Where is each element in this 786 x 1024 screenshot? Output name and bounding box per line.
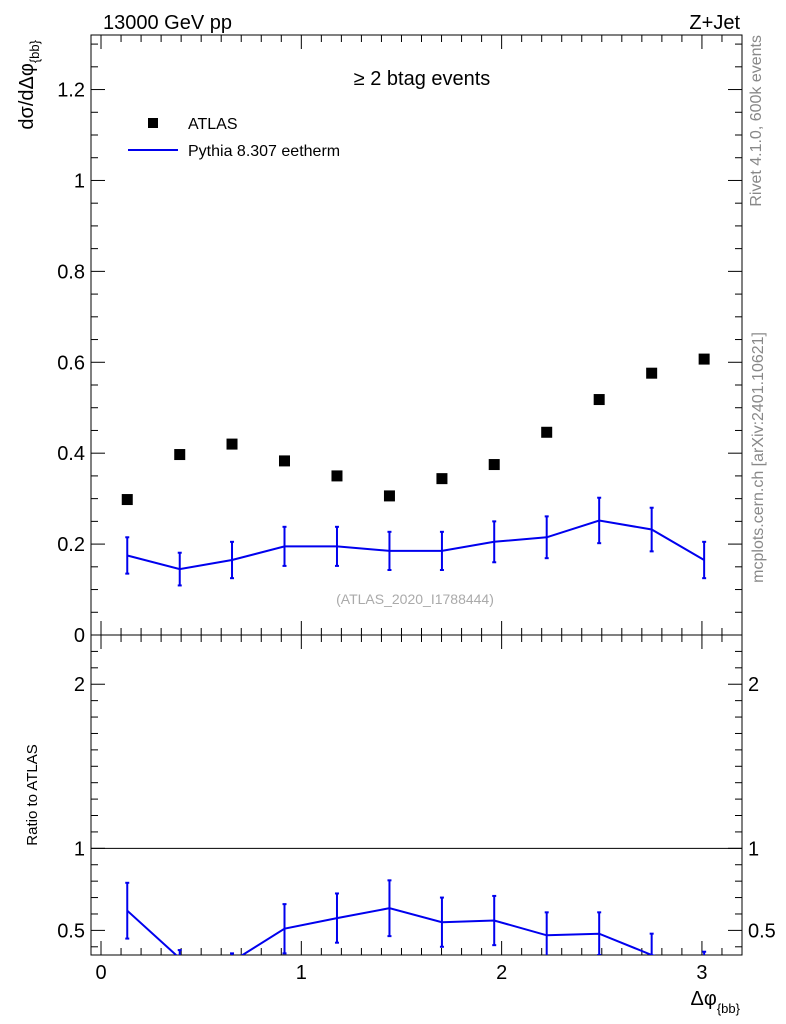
ratio-ytick-labels: 0.5 1 2 — [57, 674, 85, 942]
xlabel-text: Δφ — [691, 988, 717, 1010]
energy-label: 13000 GeV pp — [103, 12, 232, 34]
atlas-point — [278, 455, 290, 467]
legend-atlas-marker — [148, 118, 158, 128]
main-ytick-label: 1 — [74, 170, 85, 192]
xtick-label: 1 — [296, 962, 307, 984]
atlas-point — [646, 367, 658, 379]
xtick-label: 2 — [496, 962, 507, 984]
ratio-line — [126, 907, 656, 955]
main-ytick-label: 0.4 — [57, 443, 85, 465]
main-ytick-label: 0.2 — [57, 534, 85, 556]
main-panel: 0 0.2 0.4 0.6 0.8 1 1.2 ≥ 2 btag events ATLAS … — [16, 34, 743, 647]
xtick-labels: 0 1 2 3 — [95, 962, 707, 984]
analysis-tag: (ATLAS_2020_I1788444) — [336, 591, 494, 607]
pythia-line — [127, 519, 705, 571]
main-ylabel: dσ/dΔφ{bb} — [16, 39, 42, 129]
xlabel: Δφ{bb} — [691, 988, 741, 1016]
ratio-ytick-labels-right: 0.5 1 2 — [748, 674, 776, 942]
rivet-label: Rivet 4.1.0, 600k events — [748, 35, 765, 207]
main-ylabel-sub: {bb} — [27, 39, 42, 63]
ratio-ytick-label: 1 — [74, 838, 85, 860]
legend: ATLAS Pythia 8.307 eetherm — [128, 116, 340, 160]
atlas-point — [488, 459, 500, 471]
ratio-ytick-label-right: 1 — [748, 838, 759, 860]
atlas-point — [121, 494, 133, 506]
main-ticks — [91, 35, 742, 636]
atlas-point — [436, 473, 448, 485]
ratio-ytick-label: 0.5 — [57, 920, 85, 942]
main-ytick-labels: 0 0.2 0.4 0.6 0.8 1 1.2 — [57, 80, 85, 647]
ratio-ylabel: Ratio to ATLAS — [24, 744, 41, 845]
process-label: Z+Jet — [689, 12, 740, 34]
ratio-plot-area — [91, 847, 742, 955]
atlas-point — [593, 394, 605, 406]
legend-atlas-label: ATLAS — [188, 116, 238, 133]
main-ylabel-text: dσ/dΔφ — [16, 63, 38, 130]
main-ytick-label: 0.6 — [57, 352, 85, 374]
ratio-ytick-label-right: 0.5 — [748, 920, 776, 942]
xtick-label: 3 — [696, 962, 707, 984]
atlas-point — [331, 470, 343, 482]
mcplots-label: mcplots.cern.ch [arXiv:2401.10621] — [750, 332, 767, 583]
ratio-frame — [90, 634, 743, 956]
main-ytick-label: 0.8 — [57, 261, 85, 283]
atlas-point — [541, 426, 553, 438]
xlabel-sub: {bb} — [717, 1001, 741, 1016]
atlas-point — [226, 438, 238, 450]
atlas-point — [174, 449, 186, 461]
main-plot-area — [121, 353, 710, 587]
atlas-point — [698, 353, 710, 365]
atlas-point — [383, 490, 395, 502]
ratio-ticks — [91, 635, 742, 955]
panel-title: ≥ 2 btag events — [354, 68, 491, 90]
main-ytick-label: 1.2 — [57, 80, 85, 102]
xtick-label: 0 — [95, 962, 106, 984]
main-ytick-label: 0 — [74, 625, 85, 647]
legend-pythia-label: Pythia 8.307 eetherm — [188, 143, 340, 160]
ratio-ytick-label-right: 2 — [748, 674, 759, 696]
ratio-panel: 0.5 1 2 0.5 1 2 0 1 2 3 Ratio to ATLAS Δφ{bb} — [24, 634, 776, 1016]
ratio-ytick-label: 2 — [74, 674, 85, 696]
